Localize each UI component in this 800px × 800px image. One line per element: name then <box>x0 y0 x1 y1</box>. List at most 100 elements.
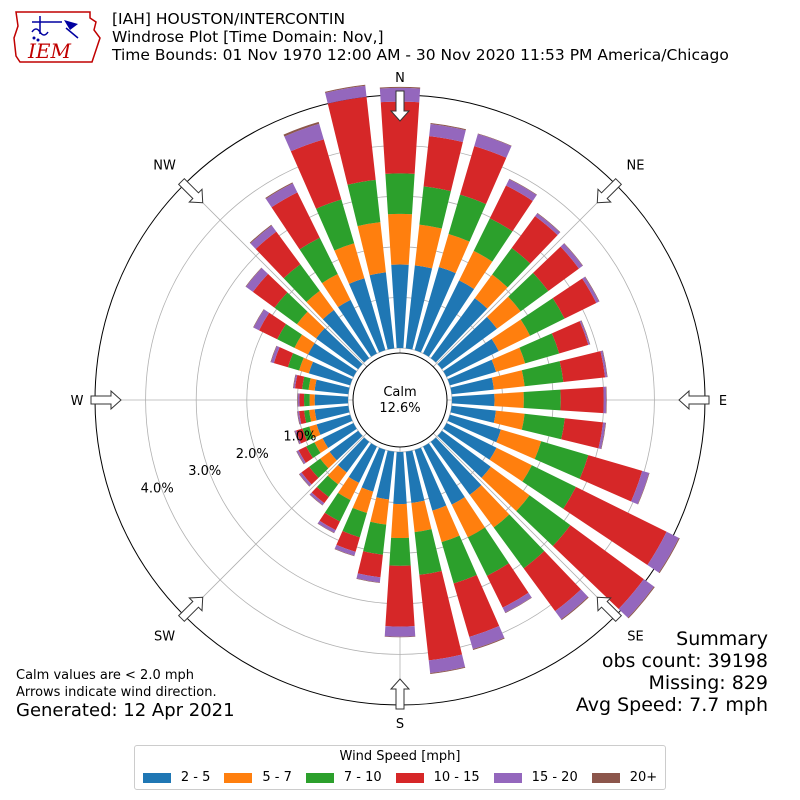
bar-segment-250-2 <box>302 426 314 441</box>
bar-segment-290-0 <box>308 361 353 386</box>
chart-title: [IAH] HOUSTON/INTERCONTIN Windrose Plot … <box>112 10 729 64</box>
bar-segment-300-3 <box>259 312 287 340</box>
bar-segment-130-5 <box>627 586 655 619</box>
radial-tick-label: 3.0% <box>188 464 221 479</box>
bar-segment-260-5 <box>297 411 300 425</box>
legend-swatch <box>142 772 171 783</box>
compass-label-E: E <box>719 394 727 409</box>
bar-segment-60-5 <box>584 276 600 302</box>
obs-count: obs count: 39198 <box>601 650 768 672</box>
radial-tick-label: 1.0% <box>283 429 316 444</box>
bar-segment-300-1 <box>294 334 315 355</box>
bar-segment-180-5 <box>384 636 416 638</box>
bar-segment-270-3 <box>299 393 305 407</box>
legend-item: 5 - 7 <box>224 770 292 785</box>
bar-segment-50-2 <box>508 272 549 312</box>
bar-segment-250-0 <box>316 414 353 435</box>
wind-direction-arrow <box>177 596 204 623</box>
bar-segment-340-4 <box>284 123 324 152</box>
bar-segment-230-0 <box>329 430 363 461</box>
legend-label: 15 - 20 <box>531 770 578 785</box>
bar-segment-350-3 <box>327 96 376 185</box>
legend-label: 2 - 5 <box>180 770 211 785</box>
bar-segment-300-2 <box>277 323 303 348</box>
bar-segment-70-1 <box>491 347 526 372</box>
bar-segment-230-2 <box>309 458 329 478</box>
bar-segment-340-0 <box>348 278 386 353</box>
bar-segment-340-5 <box>283 121 320 137</box>
bar-segment-120-3 <box>563 486 667 566</box>
bar-segment-190-1 <box>370 497 390 525</box>
bar-segment-260-2 <box>304 410 312 423</box>
radial-tick-label: 2.0% <box>236 447 269 462</box>
legend-swatch <box>591 772 620 783</box>
bar-segment-150-2 <box>467 527 509 576</box>
arrow-note: Arrows indicate wind direction. <box>16 685 217 700</box>
bar-segment-10-3 <box>423 136 463 192</box>
footnotes: Calm values are < 2.0 mph Arrows indicat… <box>16 667 217 701</box>
bar-segment-20-1 <box>438 234 470 274</box>
bar-segment-190-5 <box>356 578 380 583</box>
wind-direction-arrow <box>389 90 411 122</box>
bar-segment-90-1 <box>494 392 524 408</box>
compass-label-W: W <box>71 394 84 409</box>
bar-segment-40-3 <box>511 216 558 264</box>
legend-item: 7 - 10 <box>305 770 382 785</box>
bar-segment-20-3 <box>460 146 507 205</box>
legend-swatch <box>493 772 522 783</box>
bar-segment-40-0 <box>430 298 488 363</box>
legend-item: 20+ <box>591 770 657 785</box>
bar-segment-330-4 <box>265 183 298 208</box>
bar-segment-210-2 <box>324 492 351 522</box>
bar-segment-280-5 <box>292 374 296 389</box>
bar-segment-160-4 <box>469 625 505 650</box>
bar-segment-260-3 <box>299 410 307 425</box>
compass-label-SW: SW <box>154 629 175 644</box>
bar-segment-350-4 <box>325 85 367 104</box>
bar-segment-140-5 <box>561 596 589 621</box>
bar-segment-0-5 <box>379 86 421 89</box>
bar-segment-320-2 <box>283 264 320 303</box>
bar-segment-180-0 <box>393 451 407 505</box>
bar-segment-120-5 <box>658 537 680 574</box>
bar-segment-290-3 <box>273 347 294 368</box>
bar-segment-210-5 <box>317 523 335 534</box>
bar-segment-120-1 <box>489 447 532 482</box>
bar-segment-280-2 <box>302 376 311 390</box>
compass-label-NW: NW <box>153 159 176 174</box>
iem-logo: IEM <box>10 8 102 66</box>
bar-segment-70-2 <box>519 333 560 364</box>
bar-segment-20-2 <box>448 194 486 242</box>
bar-segment-200-0 <box>361 447 386 492</box>
bar-segment-230-1 <box>320 451 337 469</box>
bar-segment-100-3 <box>561 418 604 449</box>
bar-segment-270-0 <box>314 394 349 406</box>
bar-segment-340-2 <box>316 199 355 251</box>
bar-segment-210-1 <box>338 476 360 501</box>
bar-segment-270-2 <box>303 393 310 407</box>
bar-segment-80-5 <box>602 350 608 378</box>
bar-segment-80-1 <box>491 370 525 390</box>
bar-segment-310-4 <box>245 267 269 292</box>
bar-segment-50-0 <box>437 316 497 370</box>
bar-segment-150-3 <box>486 563 529 608</box>
bar-segment-100-0 <box>450 405 496 423</box>
bar-segment-320-1 <box>306 290 334 320</box>
legend-items: 2 - 5 5 - 7 7 - 10 10 - 15 15 - 20 20+ <box>135 770 665 785</box>
bar-segment-0-3 <box>380 101 420 174</box>
bar-segment-60-0 <box>443 338 499 377</box>
bar-segment-90-4 <box>603 386 607 414</box>
bar-segment-30-1 <box>459 250 493 289</box>
bar-segment-210-4 <box>317 520 336 533</box>
bar-segment-220-0 <box>337 437 370 473</box>
bar-segment-270-5 <box>297 393 299 407</box>
legend-item: 2 - 5 <box>142 770 211 785</box>
bar-segment-200-4 <box>334 544 356 556</box>
bar-segment-30-2 <box>473 218 513 262</box>
bar-segment-220-5 <box>309 494 323 506</box>
bar-segment-50-1 <box>486 296 521 329</box>
bar-segment-10-2 <box>419 186 451 229</box>
bar-segment-270-1 <box>309 394 315 406</box>
plot-subtitle: Windrose Plot [Time Domain: Nov,] <box>112 28 384 46</box>
bar-segment-250-1 <box>309 424 321 438</box>
